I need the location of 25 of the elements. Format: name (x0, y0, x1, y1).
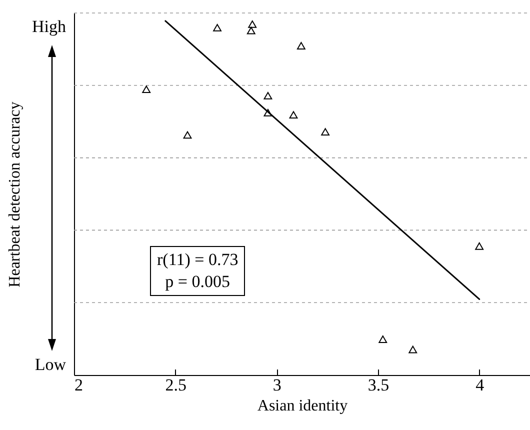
point (408, 346, 418, 354)
point (183, 131, 192, 139)
point (142, 86, 151, 94)
text: High (32, 17, 66, 36)
annotation: r(11) = 0.73 (157, 249, 238, 271)
annotation: p = 0.005 (164, 271, 232, 293)
point (213, 24, 222, 32)
x-tick-label: 3 (272, 376, 282, 394)
point (296, 42, 306, 50)
point (264, 108, 272, 116)
point (378, 336, 388, 343)
point (246, 26, 256, 34)
point (475, 242, 484, 250)
x-tick-label: 3.5 (368, 376, 390, 394)
x-tick-label: 2 (74, 376, 83, 394)
text: Low (34, 355, 67, 374)
point (264, 92, 272, 100)
x-axis-title: Asian identity (257, 398, 348, 414)
point (289, 111, 298, 118)
point (248, 20, 257, 28)
x-tick-label: 2.5 (165, 376, 186, 394)
y-axis-title: Heartbeat detection accuracy (6, 102, 24, 288)
x-tick-label: 4 (476, 376, 485, 394)
stats-box: r(11) = 0.73 p = 0.005 (150, 246, 246, 296)
point (321, 128, 330, 136)
